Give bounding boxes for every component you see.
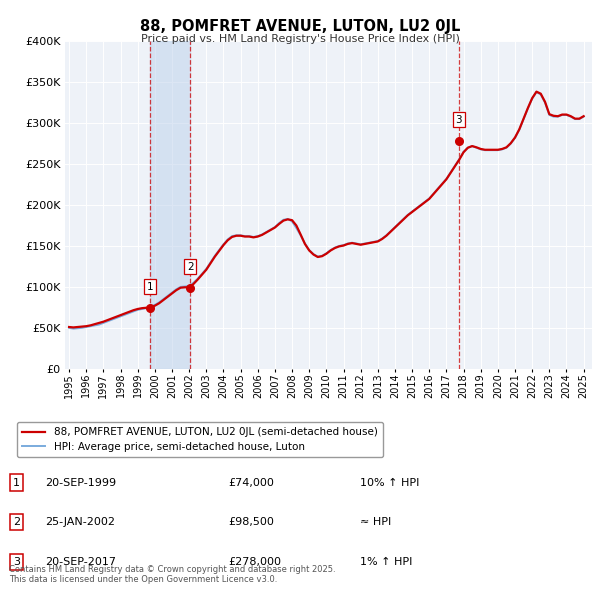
Text: 1% ↑ HPI: 1% ↑ HPI bbox=[360, 557, 412, 567]
Text: 10% ↑ HPI: 10% ↑ HPI bbox=[360, 477, 419, 487]
Text: 1: 1 bbox=[13, 477, 20, 487]
Text: Price paid vs. HM Land Registry's House Price Index (HPI): Price paid vs. HM Land Registry's House … bbox=[140, 34, 460, 44]
Bar bbox=[150, 41, 190, 369]
Text: 20-SEP-2017: 20-SEP-2017 bbox=[45, 557, 116, 567]
Text: 3: 3 bbox=[455, 115, 462, 125]
Text: 20-SEP-1999: 20-SEP-1999 bbox=[45, 477, 116, 487]
Text: 88, POMFRET AVENUE, LUTON, LU2 0JL: 88, POMFRET AVENUE, LUTON, LU2 0JL bbox=[140, 19, 460, 34]
Text: £74,000: £74,000 bbox=[228, 477, 274, 487]
Text: 2: 2 bbox=[13, 517, 20, 527]
Text: Contains HM Land Registry data © Crown copyright and database right 2025.
This d: Contains HM Land Registry data © Crown c… bbox=[9, 565, 335, 584]
Legend: 88, POMFRET AVENUE, LUTON, LU2 0JL (semi-detached house), HPI: Average price, se: 88, POMFRET AVENUE, LUTON, LU2 0JL (semi… bbox=[17, 422, 383, 457]
Text: £278,000: £278,000 bbox=[228, 557, 281, 567]
Text: ≈ HPI: ≈ HPI bbox=[360, 517, 391, 527]
Text: £98,500: £98,500 bbox=[228, 517, 274, 527]
Text: 2: 2 bbox=[187, 262, 194, 272]
Text: 25-JAN-2002: 25-JAN-2002 bbox=[45, 517, 115, 527]
Text: 3: 3 bbox=[13, 557, 20, 567]
Text: 1: 1 bbox=[147, 282, 154, 292]
